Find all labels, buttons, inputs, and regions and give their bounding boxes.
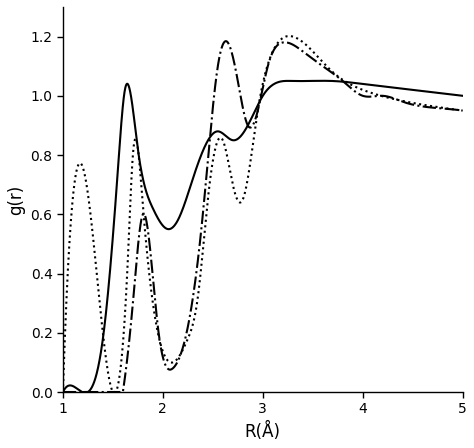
X-axis label: R(Å): R(Å) <box>245 422 281 441</box>
Y-axis label: g(r): g(r) <box>7 184 25 215</box>
